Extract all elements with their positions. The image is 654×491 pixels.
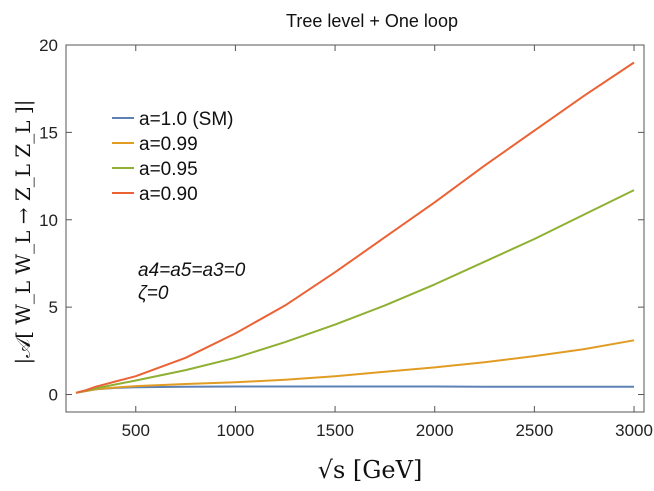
legend-label: a=0.99 xyxy=(139,134,198,155)
legend-label: a=1.0 (SM) xyxy=(139,109,234,130)
series-line-0 xyxy=(75,385,634,394)
x-axis-ticks: 500 1000 1500 2000 2500 3000 xyxy=(122,45,653,440)
y-axis-label: |𝒜[ W_L W_L → Z_L Z_L ]| xyxy=(11,100,36,365)
x-tick-label: 3000 xyxy=(615,421,653,440)
x-tick-label: 2000 xyxy=(416,421,454,440)
y-axis-ticks: 0 5 10 15 20 xyxy=(39,36,644,405)
series-lines xyxy=(75,61,635,394)
x-axis-label: √s [GeV] xyxy=(318,456,423,484)
y-tick-label: 5 xyxy=(49,298,58,317)
x-tick-label: 500 xyxy=(122,421,150,440)
series-line-3 xyxy=(75,61,635,394)
x-tick-label: 1500 xyxy=(316,421,354,440)
chart-title: Tree level + One loop xyxy=(286,11,458,31)
y-tick-label: 20 xyxy=(39,36,58,55)
series-line-2 xyxy=(75,189,635,394)
y-tick-label: 0 xyxy=(49,386,58,405)
plot-frame xyxy=(65,44,645,413)
annotation-zeta: ζ=0 xyxy=(138,283,169,304)
legend-label: a=0.95 xyxy=(139,159,198,180)
annotation-a-params: a4=a5=a3=0 xyxy=(138,260,246,281)
legend-label: a=0.90 xyxy=(139,184,198,205)
x-tick-label: 2500 xyxy=(515,421,553,440)
x-tick-label: 1000 xyxy=(216,421,254,440)
plot-border xyxy=(65,44,645,413)
y-tick-label: 10 xyxy=(39,211,58,230)
y-tick-label: 15 xyxy=(39,123,58,142)
series-line-1 xyxy=(75,339,635,394)
legend: a=1.0 (SM) a=0.99 a=0.95 a=0.90 xyxy=(112,109,234,205)
